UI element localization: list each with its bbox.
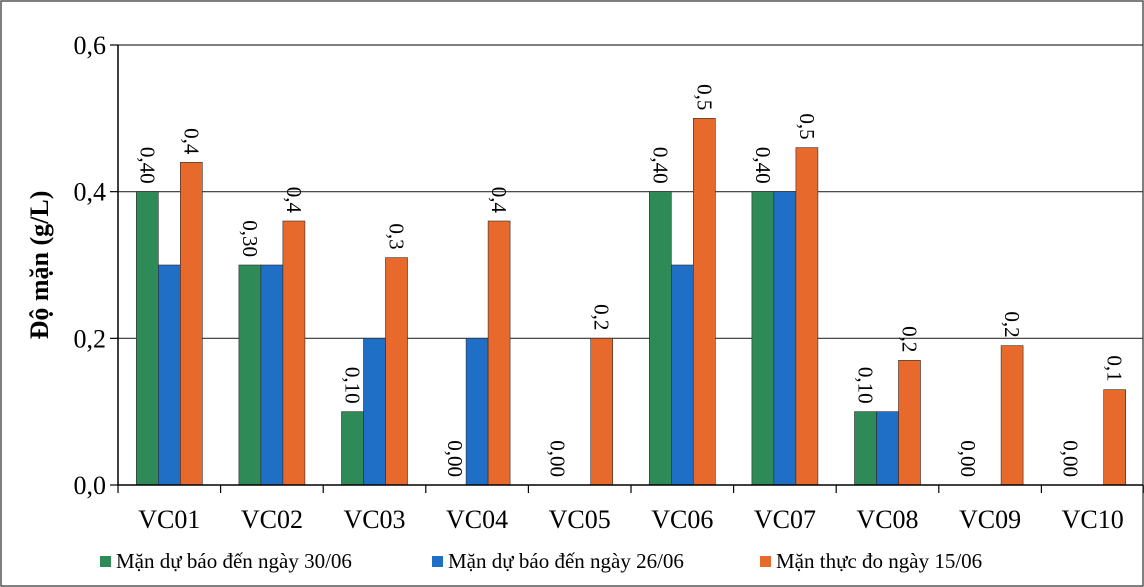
data-label: 0,5 xyxy=(795,113,819,139)
data-label: 0,4 xyxy=(179,128,203,155)
category-label: VC01 xyxy=(138,505,200,534)
data-label: 0,40 xyxy=(135,147,159,184)
data-label: 0,10 xyxy=(854,367,878,404)
data-label: 0,2 xyxy=(898,326,922,352)
bar xyxy=(751,191,775,486)
category-label: VC06 xyxy=(651,505,713,534)
category-label: VC08 xyxy=(856,505,918,534)
bar xyxy=(180,162,203,486)
data-labels: 0,40 0,4 0,30 0,4 0,10 0,3 0,00 0,4 0,00 0,2 0,40 0… xyxy=(135,84,1126,477)
bar xyxy=(363,338,386,486)
bar xyxy=(898,360,921,486)
bar xyxy=(648,191,672,486)
category-label: VC02 xyxy=(241,505,303,534)
bar xyxy=(341,411,364,486)
bar xyxy=(385,257,408,486)
y-tick-label: 0,6 xyxy=(74,31,107,60)
data-label: 0,1 xyxy=(1103,355,1127,381)
data-label: 0,2 xyxy=(590,304,614,330)
data-label: 0,2 xyxy=(1000,311,1024,337)
category-label: VC03 xyxy=(343,505,405,534)
legend-swatch xyxy=(760,556,771,567)
data-label: 0,40 xyxy=(751,147,775,184)
bar xyxy=(158,264,181,486)
category-label: VC10 xyxy=(1062,505,1124,534)
bar xyxy=(465,338,489,486)
legend-label: Mặn dự báo đến ngày 30/06 xyxy=(116,549,352,573)
bar xyxy=(854,411,877,486)
bar xyxy=(876,411,899,486)
data-label: 0,40 xyxy=(648,147,672,184)
bar xyxy=(1000,345,1024,486)
bar xyxy=(670,264,694,486)
bar xyxy=(590,338,614,486)
data-label: 0,4 xyxy=(487,187,511,214)
y-tick-label: 0,0 xyxy=(74,471,107,500)
data-label: 0,30 xyxy=(238,220,262,257)
bar xyxy=(487,220,511,486)
legend-label: Mặn thực đo ngày 15/06 xyxy=(776,549,982,573)
data-label: 0,00 xyxy=(956,440,980,477)
data-label: 0,10 xyxy=(341,367,365,404)
y-tick-label: 0,2 xyxy=(74,324,107,353)
legend-label: Mặn dự báo đến ngày 26/06 xyxy=(448,549,684,573)
bars xyxy=(136,118,1126,486)
data-label: 0,5 xyxy=(692,84,716,110)
bar xyxy=(260,264,284,486)
data-label: 0,00 xyxy=(443,440,467,477)
data-label: 0,3 xyxy=(385,223,409,249)
bar xyxy=(282,220,306,486)
bar xyxy=(1103,389,1126,486)
legend-swatch xyxy=(432,556,443,567)
bar xyxy=(795,147,819,486)
category-label: VC04 xyxy=(446,505,508,534)
category-label: VC07 xyxy=(754,505,816,534)
data-label: 0,4 xyxy=(282,187,306,214)
category-label: VC05 xyxy=(549,505,611,534)
bar xyxy=(136,191,159,486)
y-axis-title: Độ mặn (g/L) xyxy=(25,191,54,340)
legend-swatch xyxy=(100,556,111,567)
legend: Mặn dự báo đến ngày 30/06 Mặn dự báo đến … xyxy=(100,549,982,573)
category-label: VC09 xyxy=(959,505,1021,534)
bar xyxy=(773,191,797,486)
bar xyxy=(692,118,716,486)
data-label: 0,00 xyxy=(546,440,570,477)
axes: 0,0 0,2 0,4 0,6 VC01 VC02 VC03 VC04 VC05 VC06 VC07… xyxy=(74,31,1144,534)
y-tick-label: 0,4 xyxy=(74,178,107,207)
data-label: 0,00 xyxy=(1059,440,1083,477)
bar xyxy=(238,264,262,486)
